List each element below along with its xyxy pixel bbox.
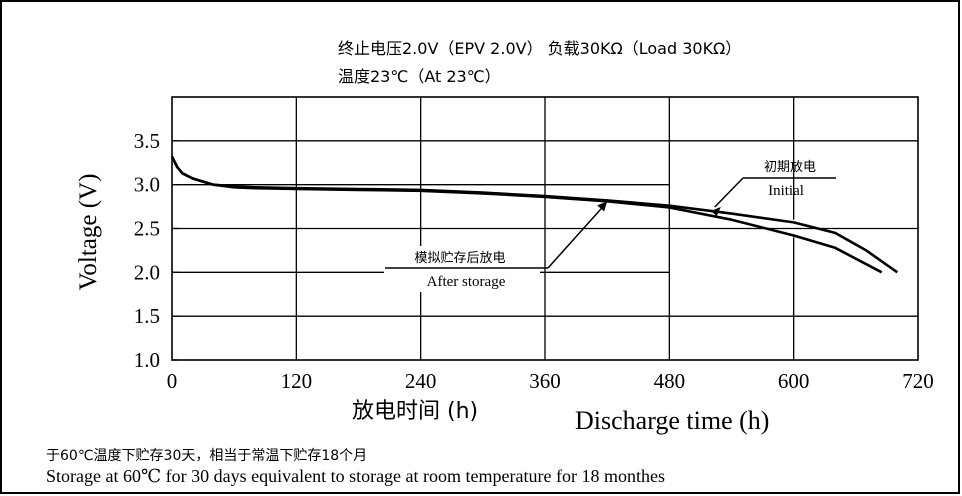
x-axis-label-cn: 放电时间 (h) <box>352 399 478 424</box>
annotation-label-after-storage-cn: 模拟贮存后放电 <box>414 251 505 266</box>
y-tick-label: 2.0 <box>134 260 160 284</box>
y-tick-label: 2.5 <box>134 217 160 241</box>
x-tick-label: 480 <box>654 369 686 393</box>
plot-area: 初期放电 Initial 模拟贮存后放电 After storage <box>170 96 919 361</box>
y-tick-label: 1.0 <box>134 348 160 372</box>
y-tick-label: 3.5 <box>134 129 160 153</box>
annotation-leader-after-storage <box>547 204 605 269</box>
x-tick-label: 240 <box>405 369 437 393</box>
y-tick-labels: 1.0 1.5 2.0 2.5 3.0 3.5 <box>134 129 160 372</box>
x-tick-label: 600 <box>778 369 810 393</box>
annotation-label-after-storage: After storage <box>427 274 506 290</box>
y-tick-label: 1.5 <box>134 304 160 328</box>
annotation-label-initial-cn: 初期放电 <box>764 160 816 175</box>
annotation-arrowhead-initial <box>710 206 721 216</box>
x-tick-label: 120 <box>281 369 313 393</box>
y-axis-label: Voltage (V) <box>75 174 102 291</box>
x-tick-labels: 0 120 240 360 480 600 720 <box>167 369 934 393</box>
header-line-2: 温度23℃（At 23℃） <box>338 67 501 86</box>
x-axis-label: Discharge time (h) <box>575 406 769 435</box>
y-tick-label: 3.0 <box>134 173 160 197</box>
footer-cn: 于60℃温度下贮存30天，相当于常温下贮存18个月 <box>46 448 367 464</box>
x-tick-label: 0 <box>167 369 178 393</box>
annotation-arrowhead-after-storage <box>597 201 608 212</box>
footer-en: Storage at 60℃ for 30 days equivalent to… <box>46 466 665 486</box>
annotation-label-initial: Initial <box>768 183 804 199</box>
x-tick-label: 360 <box>529 369 561 393</box>
header-line-1: 终止电压2.0V（EPV 2.0V） 负载30KΩ（Load 30KΩ） <box>338 39 741 58</box>
annotation-bg-after-storage <box>384 246 540 292</box>
series-line-after-storage <box>170 156 883 274</box>
annotation-leader-initial <box>714 177 744 208</box>
x-tick-label: 720 <box>902 369 934 393</box>
